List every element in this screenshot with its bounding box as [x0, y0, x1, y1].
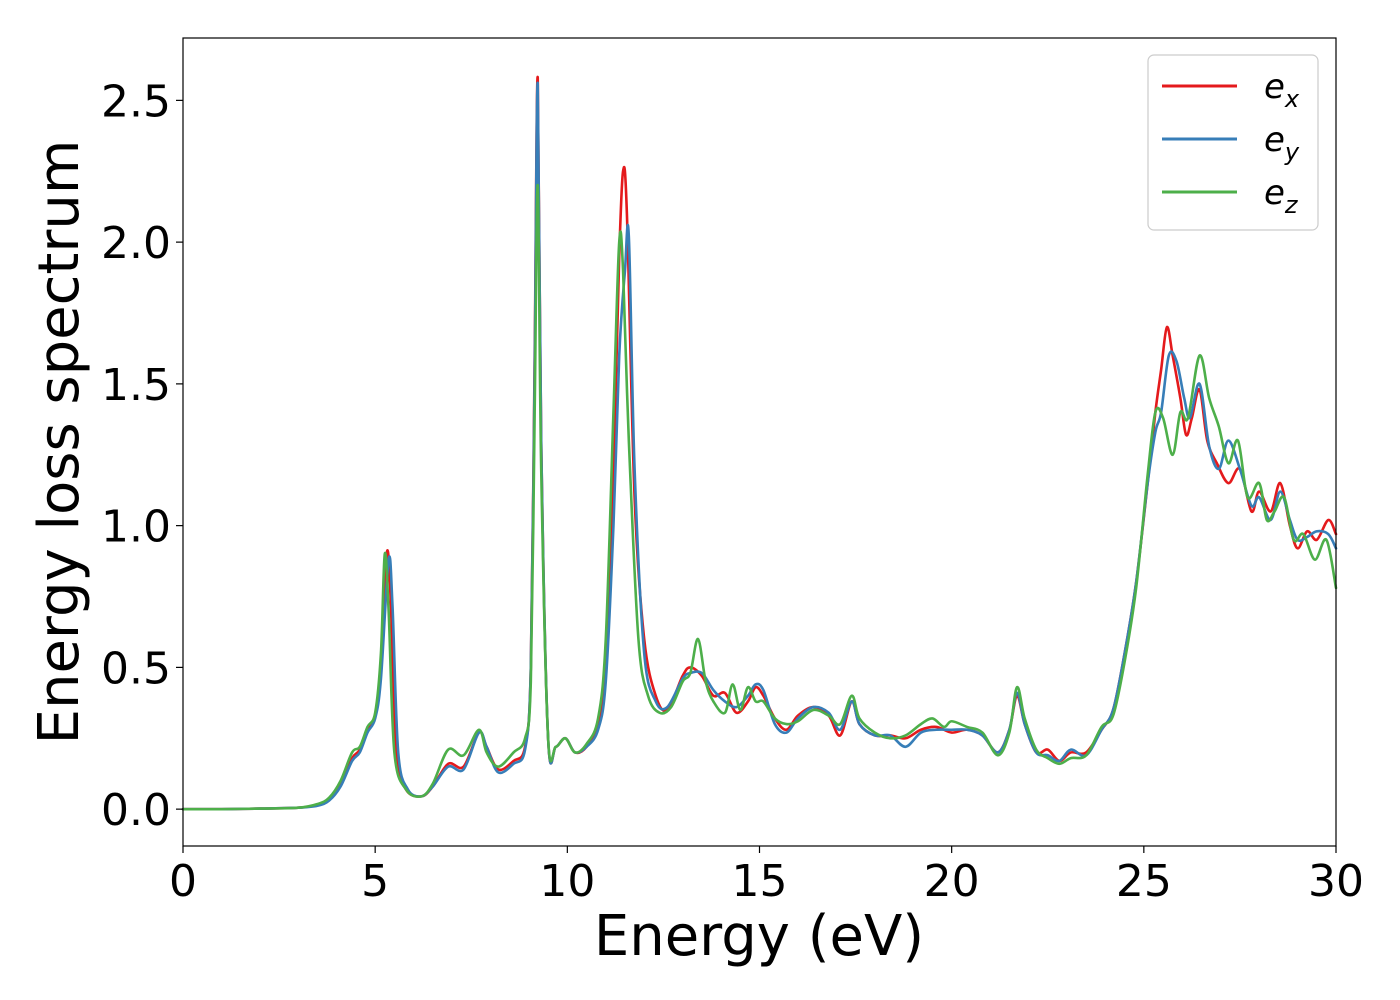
series-layer [181, 75, 1338, 811]
legend-frame [1147, 54, 1319, 231]
x-tick-label: 20 [924, 856, 980, 907]
x-tick-label: 25 [1116, 856, 1172, 907]
legend-label-y: ey [1264, 120, 1300, 166]
x-tick-label: 30 [1308, 856, 1364, 907]
x-tick-label: 15 [732, 856, 788, 907]
x-tick-label: 0 [169, 856, 197, 907]
y-tick-label: 0.5 [101, 643, 171, 694]
x-tick-label: 5 [361, 856, 389, 907]
y-axis-title: Energy loss spectrum [27, 140, 92, 745]
y-tick-label: 0.0 [101, 785, 171, 836]
legend-label-x: ex [1264, 67, 1300, 113]
y-axis-ticks: 0.0 0.5 1.0 1.5 2.0 2.5 [101, 76, 183, 836]
series-line-x [181, 75, 1338, 811]
y-tick-label: 2.0 [101, 218, 171, 269]
legend-label-z: ez [1264, 173, 1299, 219]
x-axis-title: Energy (eV) [594, 904, 924, 969]
y-tick-label: 1.5 [101, 360, 171, 411]
y-tick-label: 2.5 [101, 76, 171, 127]
series-line-y [181, 82, 1338, 811]
x-axis-ticks: 0 5 10 15 20 25 30 [169, 846, 1364, 907]
y-tick-label: 1.0 [101, 502, 171, 553]
legend: ex ey ez [1147, 54, 1319, 231]
x-tick-label: 10 [539, 856, 595, 907]
series-line-z [181, 184, 1338, 811]
